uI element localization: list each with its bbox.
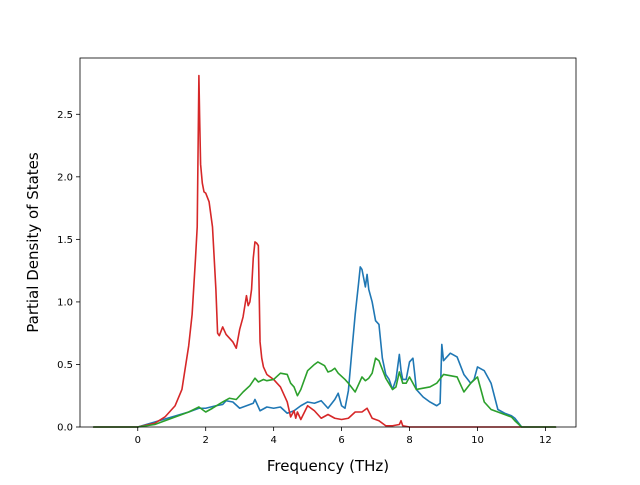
x-tick-label: 8: [406, 435, 412, 446]
y-tick-label: 2.5: [57, 110, 73, 121]
x-tick-label: 2: [203, 435, 209, 446]
x-tick-label: 12: [539, 435, 552, 446]
plot-background: [80, 58, 576, 427]
x-tick-label: 6: [338, 435, 344, 446]
series-line-1: [92, 266, 557, 428]
series-layer: [92, 74, 557, 428]
x-axis-label: Frequency (THz): [267, 457, 389, 475]
y-tick-label: 1.0: [57, 297, 73, 308]
series-line-3: [92, 357, 557, 428]
x-tick-label: 4: [270, 435, 276, 446]
y-tick-label: 0.5: [57, 360, 73, 371]
x-tick-label: 0: [135, 435, 141, 446]
y-tick-label: 0.0: [57, 423, 73, 434]
x-axis-ticks: 0 2 4 6 8 10 12: [135, 427, 552, 446]
y-axis-ticks: 0.0 0.5 1.0 1.5 2.0 2.5: [57, 110, 80, 434]
series-line-2: [92, 74, 557, 428]
y-tick-label: 2.0: [57, 172, 73, 183]
y-tick-label: 1.5: [57, 235, 73, 246]
plot-frame: [79, 57, 577, 428]
x-tick-label: 10: [471, 435, 484, 446]
y-axis-label: Partial Density of States: [24, 152, 42, 333]
